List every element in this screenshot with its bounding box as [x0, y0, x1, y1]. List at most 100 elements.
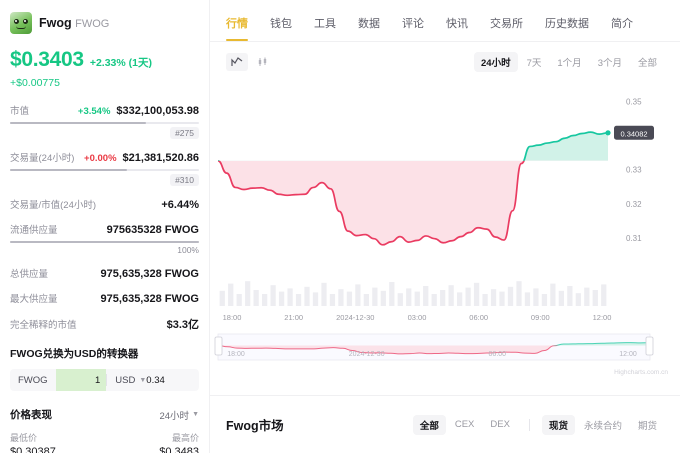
- performance-title: 价格表现: [10, 409, 52, 421]
- metric-value: $21,381,520.86: [122, 152, 199, 164]
- metric-note: 100%: [177, 245, 199, 255]
- metric-rank: #275: [170, 127, 199, 139]
- metrics-list: 市值 +3.54% $332,100,053.98 #275 交易量(24小时) +0.0…: [10, 103, 199, 332]
- filter-CEX[interactable]: CEX: [454, 419, 475, 430]
- coin-name: Fwog FWOG: [39, 16, 109, 30]
- metric-row: 交易量/市值(24小时) +6.44%: [10, 197, 199, 211]
- metric-label: 总供应量: [10, 269, 49, 280]
- current-price: $0.3403: [10, 48, 84, 71]
- metric-bar: [10, 169, 199, 171]
- converter-from-symbol: FWOG: [18, 374, 48, 386]
- metric-row: 交易量(24小时) +0.00% $21,381,520.86 #310: [10, 150, 199, 186]
- metric-label: 交易量/市值(24小时): [10, 200, 97, 211]
- low-high-labels: 最低价 最高价: [10, 431, 199, 444]
- converter-divider: [106, 374, 108, 386]
- high-price-label: 最高价: [171, 433, 199, 443]
- frog-logo-icon: [10, 12, 32, 34]
- svg-text:2024-12-30: 2024-12-30: [349, 351, 385, 358]
- chevron-down-icon[interactable]: ▼: [139, 376, 147, 384]
- tab-钱包[interactable]: 钱包: [270, 17, 292, 30]
- metric-row: 完全稀释的市值 $3.3亿: [10, 316, 199, 332]
- metric-label: 最大供应量: [10, 294, 58, 305]
- svg-text:0.32: 0.32: [626, 200, 642, 209]
- market-section: Fwog市场 全部 CEX DEX 现货 永续合约 期货: [210, 395, 680, 453]
- svg-text:0.35: 0.35: [626, 97, 642, 106]
- currency-converter[interactable]: FWOG 1 USD ▼ 0.34: [10, 369, 199, 391]
- main-tabs: 行情 钱包 工具 数据 评论 快讯 交易所 历史数据 简介: [210, 0, 680, 42]
- svg-text:2024-12-30: 2024-12-30: [336, 313, 374, 322]
- price-chart[interactable]: 0.35 0.33 0.32 0.31 0.34082 18:00 21:00 2024-12…: [210, 78, 680, 378]
- price-block: $0.3403 +2.33% (1天): [10, 48, 199, 72]
- metric-label: 交易量(24小时): [10, 153, 75, 164]
- tab-工具[interactable]: 工具: [314, 17, 336, 30]
- svg-text:0.31: 0.31: [626, 234, 642, 243]
- price-change-percent: +2.33% (1天): [89, 57, 152, 69]
- range-全部[interactable]: 全部: [637, 58, 657, 69]
- metric-value: 975,635,328 FWOG: [100, 268, 199, 280]
- converter-title: FWOG兑换为USD的转换器: [10, 348, 139, 360]
- high-price-value: $0.3483: [159, 446, 199, 453]
- metric-row: 总供应量 975,635,328 FWOG: [10, 266, 199, 280]
- metric-label: 流通供应量: [10, 225, 58, 236]
- chart-type-group: [226, 53, 274, 71]
- metric-label: 完全稀释的市值: [10, 320, 77, 331]
- chart-toolbar: 24小时 7天 1个月 3个月 全部: [210, 42, 680, 78]
- svg-text:0.34082: 0.34082: [620, 129, 647, 138]
- coin-ticker-text: FWOG: [75, 18, 110, 30]
- range-24小时[interactable]: 24小时: [474, 52, 518, 72]
- svg-text:18:00: 18:00: [227, 351, 245, 358]
- low-price-value: $0.30387: [10, 446, 56, 453]
- svg-text:12:00: 12:00: [619, 351, 637, 358]
- price-chart-svg[interactable]: 0.35 0.33 0.32 0.31 0.34082 18:00 21:00 2024-12…: [210, 78, 680, 378]
- performance-range-label: 24小时: [159, 410, 190, 422]
- converter-to-value: 0.34: [146, 374, 165, 386]
- metric-value: 975635328 FWOG: [106, 224, 199, 236]
- metric-change: +0.00%: [84, 153, 117, 164]
- coin-header: Fwog FWOG: [10, 12, 199, 34]
- tab-评论[interactable]: 评论: [402, 17, 424, 30]
- range-1个月[interactable]: 1个月: [557, 58, 582, 69]
- tab-简介[interactable]: 简介: [611, 17, 633, 30]
- converter-from-input[interactable]: 1: [55, 369, 107, 391]
- metric-rank: #310: [170, 174, 199, 186]
- metric-row: 最大供应量 975,635,328 FWOG: [10, 291, 199, 305]
- tab-行情[interactable]: 行情: [226, 15, 248, 41]
- svg-text:03:00: 03:00: [408, 313, 427, 322]
- time-range-group: 24小时 7天 1个月 3个月 全部: [474, 52, 664, 72]
- svg-text:06:00: 06:00: [469, 313, 488, 322]
- market-filter-group-venue: 全部 CEX DEX: [412, 414, 517, 435]
- line-chart-icon[interactable]: [226, 53, 248, 71]
- svg-text:06:00: 06:00: [489, 351, 507, 358]
- svg-text:09:00: 09:00: [531, 313, 550, 322]
- metric-bar: [10, 241, 199, 243]
- tab-历史数据[interactable]: 历史数据: [545, 17, 589, 30]
- filter-全部[interactable]: 全部: [412, 414, 446, 435]
- filter-期货[interactable]: 期货: [637, 420, 657, 432]
- svg-text:18:00: 18:00: [223, 313, 242, 322]
- metric-bar: [10, 122, 199, 124]
- coin-name-text: Fwog: [39, 16, 72, 30]
- range-7天[interactable]: 7天: [526, 58, 542, 69]
- coin-sidebar: Fwog FWOG $0.3403 +2.33% (1天) +$0.00775 …: [0, 0, 210, 453]
- svg-text:0.33: 0.33: [626, 166, 642, 175]
- chevron-down-icon: ▼: [192, 411, 199, 418]
- price-change-absolute: +$0.00775: [10, 77, 60, 89]
- filter-永续合约[interactable]: 永续合约: [583, 420, 622, 432]
- tab-快讯[interactable]: 快讯: [446, 17, 468, 30]
- metric-change: +3.54%: [77, 106, 111, 117]
- filter-现货[interactable]: 现货: [541, 414, 575, 435]
- market-filters: 全部 CEX DEX 现货 永续合约 期货: [412, 414, 664, 435]
- tab-交易所[interactable]: 交易所: [490, 17, 523, 30]
- chart-credit: Highcharts.com.cn: [614, 369, 668, 376]
- range-3个月[interactable]: 3个月: [597, 58, 622, 69]
- performance-range-select[interactable]: 24小时 ▼: [159, 408, 199, 422]
- metric-row: 流通供应量 975635328 FWOG 100%: [10, 222, 199, 255]
- tab-数据[interactable]: 数据: [358, 17, 380, 30]
- filter-DEX[interactable]: DEX: [490, 419, 510, 430]
- metric-label: 市值: [10, 106, 30, 117]
- candlestick-chart-icon[interactable]: [252, 53, 274, 71]
- metric-value: $332,100,053.98: [116, 105, 199, 117]
- performance-header: 价格表现 24小时 ▼: [10, 407, 199, 422]
- converter-to-symbol[interactable]: USD: [115, 374, 136, 386]
